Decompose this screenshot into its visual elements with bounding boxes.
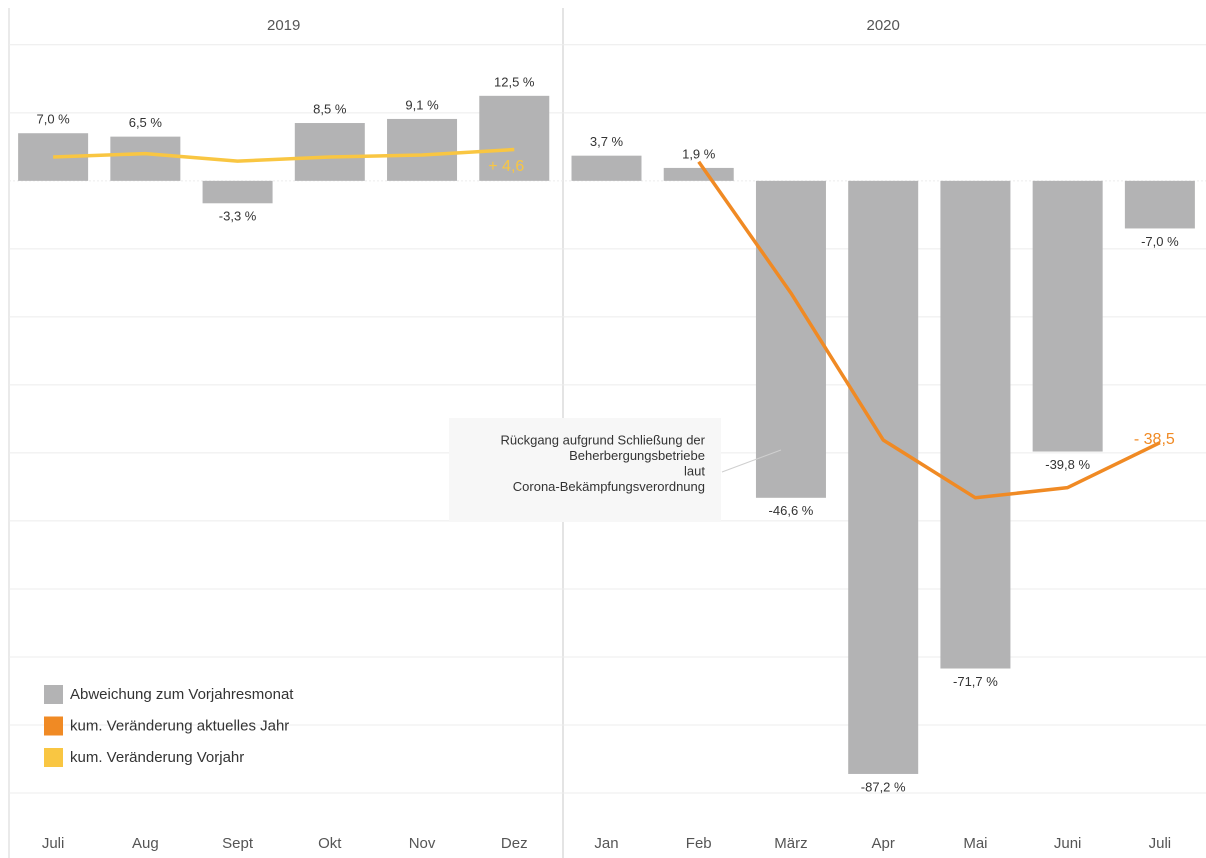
annotation-text: Rückgang aufgrund Schließung der: [500, 432, 705, 447]
annotation-text: Beherbergungsbetriebe: [569, 448, 705, 463]
legend-swatch: [44, 716, 63, 736]
x-tick-label: März: [774, 835, 807, 852]
value-label: -87,2 %: [861, 779, 906, 794]
legend-swatch: [44, 685, 63, 704]
x-tick-label: Mai: [963, 835, 987, 852]
annotation-text: laut: [684, 463, 705, 478]
bar: [1124, 180, 1195, 229]
line-end-label: - 38,5: [1134, 431, 1175, 448]
annotation-box: [449, 418, 721, 522]
value-label: 12,5 %: [494, 74, 535, 89]
annotation-connector: [721, 449, 782, 473]
value-label: 3,7 %: [590, 134, 624, 149]
year-label: 2019: [267, 17, 300, 34]
bar: [202, 180, 273, 204]
bar: [294, 123, 365, 181]
bar: [571, 155, 642, 181]
bar: [1032, 180, 1103, 452]
bar: [755, 180, 826, 498]
x-tick-label: Juli: [42, 835, 65, 852]
value-label: 1,9 %: [682, 146, 716, 161]
marks: [18, 95, 1195, 774]
legend-label: kum. Veränderung Vorjahr: [70, 749, 244, 766]
x-tick-label: Jan: [594, 835, 618, 852]
value-label: -71,7 %: [953, 674, 998, 689]
bar: [387, 118, 458, 181]
value-label: 9,1 %: [405, 97, 439, 112]
value-label: -3,3 %: [219, 209, 257, 224]
value-label: 7,0 %: [36, 112, 70, 127]
value-label: -7,0 %: [1141, 234, 1179, 249]
legend-label: kum. Veränderung aktuelles Jahr: [70, 717, 289, 734]
value-label: -39,8 %: [1045, 457, 1090, 472]
x-tick-label: Feb: [686, 835, 712, 852]
value-label: 6,5 %: [129, 115, 163, 130]
legend-swatch: [44, 748, 63, 767]
line: [697, 160, 1161, 500]
bar: [940, 180, 1011, 669]
bar: [110, 136, 181, 181]
x-tick-label: Nov: [409, 835, 436, 852]
x-tick-label: Dez: [501, 835, 528, 852]
bar: [479, 95, 550, 181]
annotation-text: Corona-Bekämpfungsverordnung: [513, 479, 705, 494]
legend-label: Abweichung zum Vorjahresmonat: [70, 686, 294, 703]
x-tick-label: Juni: [1054, 835, 1082, 852]
x-tick-label: Sept: [222, 835, 254, 852]
value-label: 8,5 %: [313, 101, 347, 116]
bar: [848, 180, 919, 774]
line-end-label: + 4,6: [488, 158, 524, 175]
bar: [663, 167, 734, 181]
line: [53, 147, 515, 163]
x-tick-label: Aug: [132, 835, 159, 852]
year-label: 2020: [867, 17, 900, 34]
x-tick-label: Okt: [318, 835, 342, 852]
x-tick-label: Apr: [872, 835, 895, 852]
x-tick-label: Juli: [1149, 835, 1172, 852]
value-label: -46,6 %: [769, 503, 814, 518]
